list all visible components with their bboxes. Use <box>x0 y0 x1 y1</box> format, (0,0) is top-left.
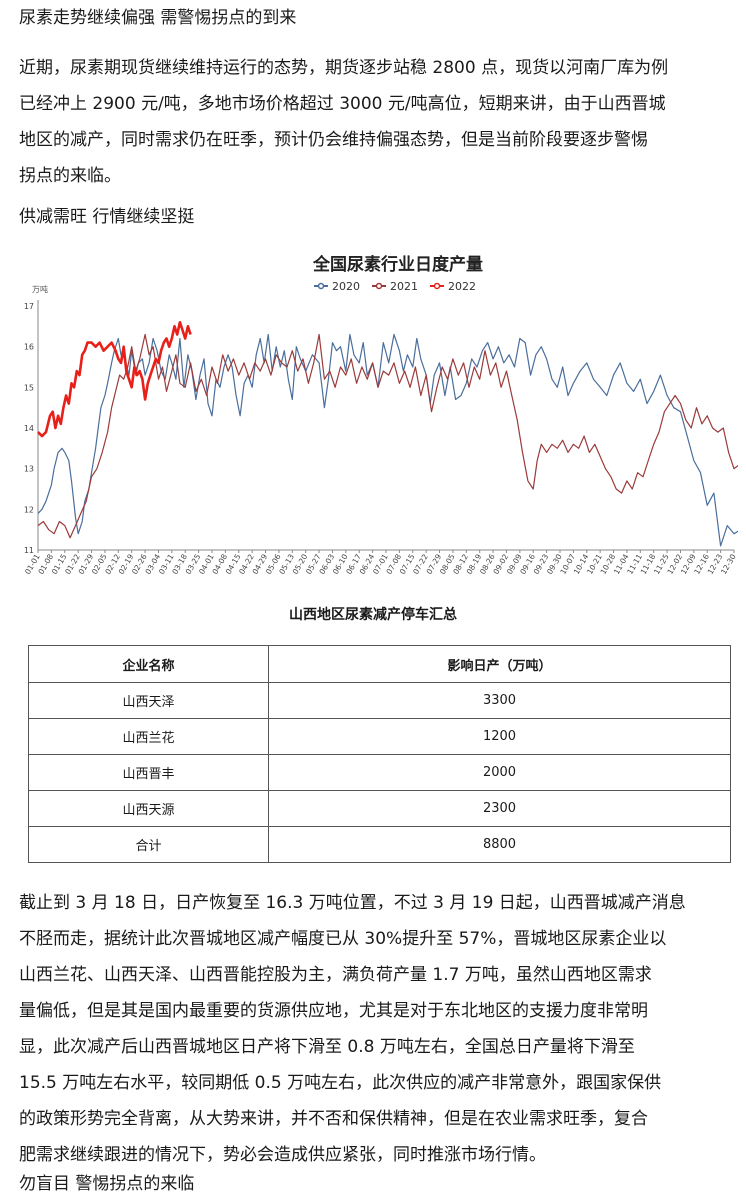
legend-marker-2020 <box>317 282 325 290</box>
company-cell: 山西天泽 <box>28 682 269 719</box>
daily-output-chart: 全国尿素行业日度产量 2020 2021 2022 万吨 11 12 13 14 15 16 1… <box>23 254 738 576</box>
body-line: 15.5 万吨左右水平，较同期低 0.5 万吨左右，此次供应的减产非常意外，跟国… <box>19 1073 662 1093</box>
section-heading-supply: 供减需旺 行情继续坚挺 <box>19 207 195 227</box>
output-cell: 3300 <box>268 682 731 719</box>
table-row: 山西天泽 3300 <box>28 682 731 719</box>
y-tick-label: 11 <box>24 546 34 555</box>
y-tick-label: 16 <box>24 343 34 352</box>
series-line-2021 <box>37 333 738 539</box>
shanxi-reduction-table: 企业名称 影响日产（万吨） 山西天泽 3300 山西兰花 1200 山西晋丰 2000… <box>28 645 731 863</box>
table-header-row: 企业名称 影响日产（万吨） <box>28 645 731 683</box>
y-axis-unit: 万吨 <box>32 284 48 294</box>
intro-line: 拐点的来临。 <box>19 166 121 186</box>
intro-line: 近期，尿素期现货继续维持运行的态势，期货逐步站稳 2800 点，现货以河南厂库为… <box>19 58 669 78</box>
y-tick-label: 15 <box>24 383 34 392</box>
table-title: 山西地区尿素减产停车汇总 <box>289 607 457 623</box>
chart-title: 全国尿素行业日度产量 <box>312 254 483 275</box>
y-tick-label: 12 <box>24 505 34 514</box>
body-line: 肥需求继续跟进的情况下，势必会造成供应紧张，同时推涨市场行情。 <box>19 1145 546 1165</box>
body-paragraph: 截止到 3 月 18 日，日产恢复至 16.3 万吨位置，不过 3 月 19 日… <box>19 885 739 1173</box>
chart-series <box>37 321 738 547</box>
intro-line: 地区的减产，同时需求仍在旺季，预计仍会维持偏强态势，但是当前阶段要逐步警惕 <box>19 130 648 150</box>
table-total-row: 合计 8800 <box>28 826 731 863</box>
table-row: 山西晋丰 2000 <box>28 754 731 791</box>
header-company: 企业名称 <box>28 645 269 683</box>
legend-label-2021: 2021 <box>390 280 418 293</box>
company-cell: 山西兰花 <box>28 718 269 755</box>
output-cell: 1200 <box>268 718 731 755</box>
body-line: 的政策形势完全背离，从大势来讲，并不否和保供精神，但是在农业需求旺季，复合 <box>19 1109 648 1129</box>
article-title: 尿素走势继续偏强 需警惕拐点的到来 <box>19 8 297 28</box>
table-row: 山西兰花 1200 <box>28 718 731 755</box>
section-heading-caution: 勿盲目 警惕拐点的来临 <box>19 1174 195 1194</box>
y-tick-label: 17 <box>24 302 34 311</box>
table-row: 山西天源 2300 <box>28 790 731 827</box>
intro-paragraph: 近期，尿素期现货继续维持运行的态势，期货逐步站稳 2800 点，现货以河南厂库为… <box>19 50 739 194</box>
company-cell: 山西晋丰 <box>28 754 269 791</box>
chart-legend: 2020 2021 2022 <box>314 280 476 293</box>
total-label-cell: 合计 <box>28 826 269 863</box>
chart-axes: 1112131415161701-0101-0801-1501-2201-290… <box>23 300 738 576</box>
series-line-2020 <box>37 333 738 547</box>
intro-line: 已经冲上 2900 元/吨，多地市场价格超过 3000 元/吨高位，短期来讲，由… <box>19 94 666 114</box>
body-line: 显，此次减产后山西晋城地区日产将下滑至 0.8 万吨左右，全国总日产量将下滑至 <box>19 1037 635 1057</box>
header-output-impact: 影响日产（万吨） <box>268 645 731 683</box>
total-value-cell: 8800 <box>268 826 731 863</box>
body-line: 量偏低，但是其是国内最重要的货源供应地，尤其是对于东北地区的支援力度非常明 <box>19 1001 648 1021</box>
legend-label-2022: 2022 <box>448 280 476 293</box>
output-cell: 2300 <box>268 790 731 827</box>
company-cell: 山西天源 <box>28 790 269 827</box>
legend-marker-2022 <box>433 282 441 290</box>
body-line: 不胫而走，据统计此次晋城地区减产幅度已从 30%提升至 57%，晋城地区尿素企业… <box>19 929 667 949</box>
y-tick-label: 13 <box>24 465 34 474</box>
body-line: 截止到 3 月 18 日，日产恢复至 16.3 万吨位置，不过 3 月 19 日… <box>19 893 686 913</box>
legend-marker-2021 <box>375 282 383 290</box>
series-line-2022 <box>37 321 192 438</box>
body-line: 山西兰花、山西天泽、山西晋能控股为主，满负荷产量 1.7 万吨，虽然山西地区需求 <box>19 965 652 985</box>
output-cell: 2000 <box>268 754 731 791</box>
legend-label-2020: 2020 <box>332 280 360 293</box>
y-tick-label: 14 <box>24 424 34 433</box>
